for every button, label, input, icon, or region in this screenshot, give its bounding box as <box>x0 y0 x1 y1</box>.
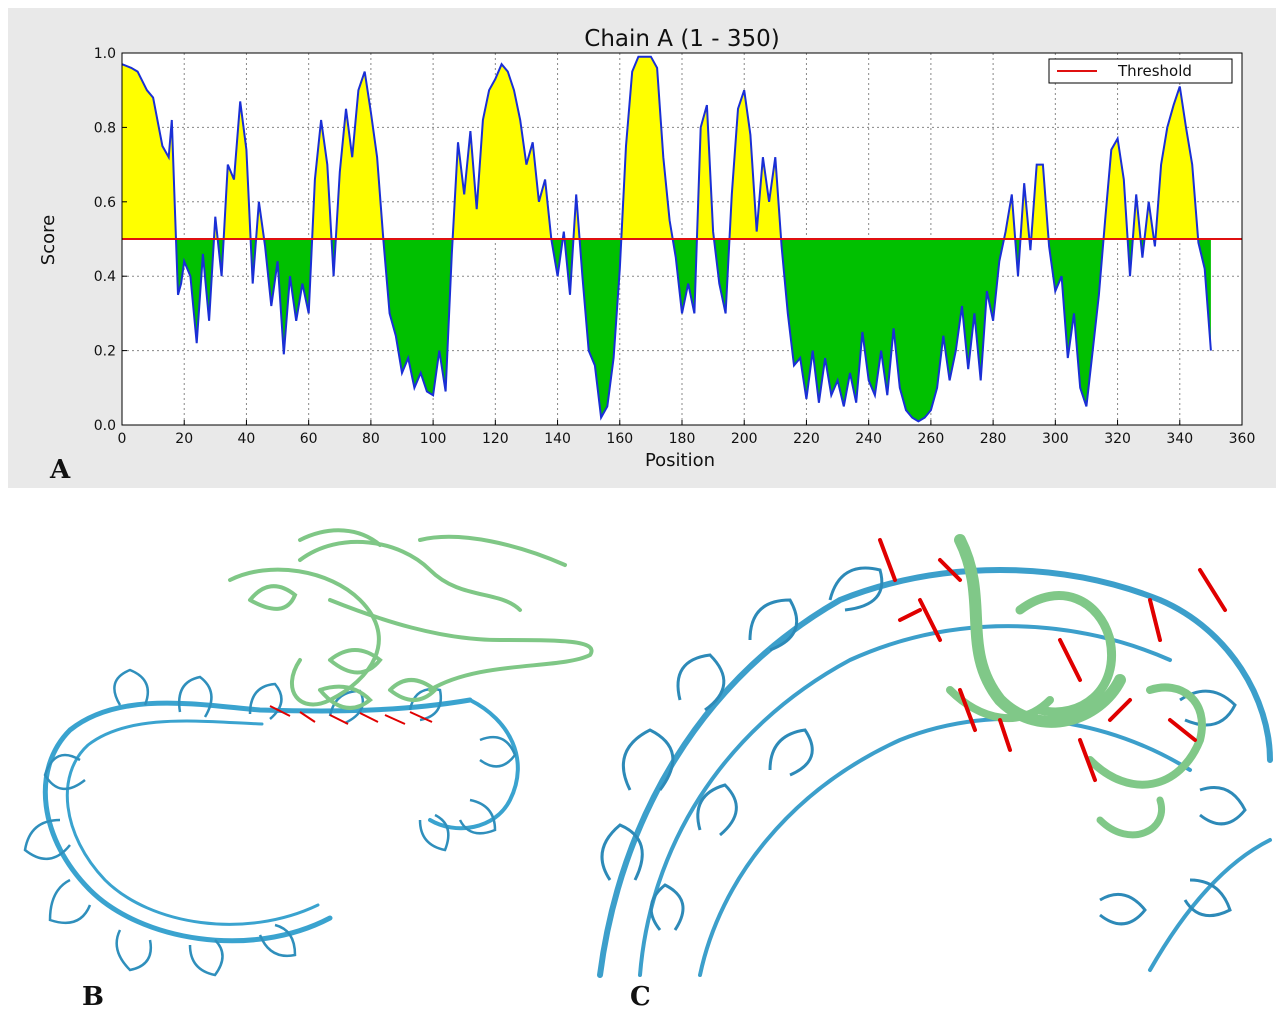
blue-receptor-closeup <box>597 567 1273 978</box>
x-tick-label: 340 <box>1166 431 1193 447</box>
x-tick-label: 180 <box>669 431 696 447</box>
area-below-threshold <box>714 239 730 314</box>
area-above-threshold <box>1155 86 1199 239</box>
area-above-threshold <box>335 71 384 239</box>
x-axis-label: Position <box>645 450 715 471</box>
area-above-threshold <box>122 64 176 239</box>
x-tick-label: 320 <box>1104 431 1131 447</box>
area-above-threshold <box>452 64 552 239</box>
y-tick-label: 0.4 <box>94 269 116 285</box>
axis-ticks: 0 20 40 60 80 100 120 140 160 180 200 220 240 260 280 3… <box>94 46 1256 447</box>
panel-label-c: C <box>630 982 651 1012</box>
area-above-threshold <box>1103 138 1128 239</box>
x-tick-label: 300 <box>1042 431 1069 447</box>
area-above-threshold <box>1144 201 1154 239</box>
x-tick-label: 60 <box>300 431 318 447</box>
blue-receptor-ribbon <box>42 697 520 944</box>
y-tick-label: 0.6 <box>94 195 116 211</box>
x-tick-label: 40 <box>238 431 256 447</box>
x-tick-label: 20 <box>175 431 193 447</box>
x-tick-label: 120 <box>482 431 509 447</box>
area-below-threshold <box>383 239 453 396</box>
x-tick-label: 220 <box>793 431 820 447</box>
x-tick-label: 0 <box>118 431 127 447</box>
y-tick-label: 0.2 <box>94 344 116 360</box>
x-tick-label: 240 <box>855 431 882 447</box>
panel-label-b: B <box>82 982 104 1012</box>
green-partner-closeup <box>946 534 1206 839</box>
area-above-threshold <box>621 56 673 240</box>
legend-label: Threshold <box>1117 62 1192 80</box>
x-tick-label: 200 <box>731 431 758 447</box>
x-tick-label: 260 <box>918 431 945 447</box>
x-tick-label: 140 <box>544 431 571 447</box>
blue-receptor-loops <box>23 668 517 977</box>
panel-c-structure <box>597 534 1273 978</box>
x-tick-label: 100 <box>420 431 447 447</box>
x-tick-label: 80 <box>362 431 380 447</box>
interface-residues-c <box>878 538 1227 782</box>
x-tick-label: 160 <box>606 431 633 447</box>
chart-title: Chain A (1 - 350) <box>584 26 779 52</box>
y-tick-label: 1.0 <box>94 46 116 62</box>
y-tick-label: 0.0 <box>94 418 116 434</box>
y-axis-label: Score <box>38 215 59 265</box>
area-below-threshold <box>1198 239 1211 351</box>
legend: Threshold <box>1048 58 1233 84</box>
interface-residues-b <box>269 705 433 725</box>
area-below-threshold <box>551 239 563 277</box>
panel-label-a: A <box>50 455 71 485</box>
green-partner-ribbon <box>228 528 594 710</box>
x-tick-label: 360 <box>1229 431 1256 447</box>
panel-b-structure <box>23 528 594 977</box>
score-line <box>121 55 1212 423</box>
y-tick-label: 0.8 <box>94 120 116 136</box>
area-above-threshold <box>312 120 332 239</box>
x-tick-label: 280 <box>980 431 1007 447</box>
